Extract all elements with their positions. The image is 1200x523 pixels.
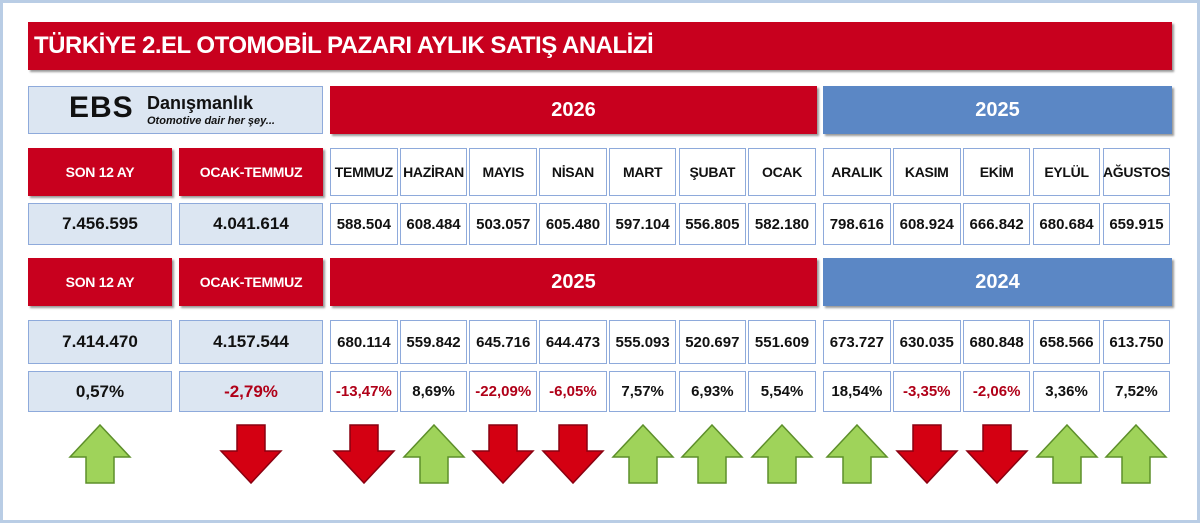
month-value: 680.848 [962, 320, 1031, 364]
month-value: 551.609 [748, 320, 816, 364]
month-change: 7,52% [1102, 371, 1171, 412]
month-header: MAYIS [469, 148, 538, 196]
month-header: MART [608, 148, 677, 196]
month-change: 6,93% [678, 371, 747, 412]
down-arrow [541, 424, 605, 485]
month-change: 7,57% [608, 371, 677, 412]
month-value: 608.484 [399, 203, 468, 245]
month-header: ŞUBAT [678, 148, 747, 196]
month-change: -22,09% [469, 371, 538, 412]
month-value: 658.566 [1032, 320, 1101, 364]
month-value: 520.697 [678, 320, 747, 364]
month-value: 666.842 [962, 203, 1031, 245]
month-value: 608.924 [892, 203, 961, 245]
summary-change: -2,79% [179, 371, 323, 412]
month-change: 18,54% [823, 371, 891, 412]
up-arrow [401, 423, 466, 484]
down-arrow [332, 424, 396, 485]
down-arrow [895, 424, 959, 485]
up-arrow [68, 423, 132, 484]
up-arrow [750, 423, 814, 484]
month-header: KASIM [892, 148, 961, 196]
month-value: 673.727 [823, 320, 891, 364]
month-value: 556.805 [678, 203, 747, 245]
month-value: 680.114 [330, 320, 398, 364]
title: TÜRKİYE 2.EL OTOMOBİL PAZARI AYLIK SATIŞ… [28, 22, 1172, 70]
logo: EBS Danışmanlık Otomotive dair her şey..… [28, 86, 323, 134]
month-value: 503.057 [469, 203, 538, 245]
month-value: 645.716 [469, 320, 538, 364]
month-value: 680.684 [1032, 203, 1101, 245]
down-arrow [219, 424, 283, 485]
up-arrow [680, 423, 745, 484]
month-value: 605.480 [539, 203, 607, 245]
month-header: TEMMUZ [330, 148, 398, 196]
month-value: 597.104 [608, 203, 677, 245]
month-value: 555.093 [608, 320, 677, 364]
month-header: EKİM [962, 148, 1031, 196]
year-header: 2026 [330, 86, 817, 134]
month-change: 5,54% [748, 371, 816, 412]
summary-header: OCAK-TEMMUZ [179, 148, 323, 196]
month-change: -2,06% [962, 371, 1031, 412]
summary-header: SON 12 AY [28, 258, 172, 306]
year-header: 2024 [823, 258, 1172, 306]
month-header: HAZİRAN [399, 148, 468, 196]
month-header: NİSAN [539, 148, 607, 196]
year-header: 2025 [330, 258, 817, 306]
month-change: -3,35% [892, 371, 961, 412]
down-arrow [471, 424, 535, 485]
month-change: -13,47% [330, 371, 398, 412]
logo-name: EBS [69, 91, 134, 124]
month-header: AĞUSTOS [1102, 148, 1171, 196]
up-arrow [610, 423, 675, 484]
up-arrow [825, 423, 889, 484]
up-arrow [1104, 423, 1169, 484]
month-header: OCAK [748, 148, 816, 196]
month-value: 588.504 [330, 203, 398, 245]
summary-header: OCAK-TEMMUZ [179, 258, 323, 306]
month-change: 3,36% [1032, 371, 1101, 412]
up-arrow [1034, 423, 1099, 484]
summary-change: 0,57% [28, 371, 172, 412]
year-header: 2025 [823, 86, 1172, 134]
month-value: 659.915 [1102, 203, 1171, 245]
logo-tagline: Otomotive dair her şey... [147, 115, 275, 127]
month-value: 559.842 [399, 320, 468, 364]
month-change: 8,69% [399, 371, 468, 412]
month-header: EYLÜL [1032, 148, 1101, 196]
month-value: 630.035 [892, 320, 961, 364]
month-change: -6,05% [539, 371, 607, 412]
summary-value: 7.414.470 [28, 320, 172, 364]
month-header: ARALIK [823, 148, 891, 196]
summary-value: 4.157.544 [179, 320, 323, 364]
month-value: 582.180 [748, 203, 816, 245]
summary-value: 4.041.614 [179, 203, 323, 245]
summary-header: SON 12 AY [28, 148, 172, 196]
summary-value: 7.456.595 [28, 203, 172, 245]
month-value: 644.473 [539, 320, 607, 364]
month-value: 798.616 [823, 203, 891, 245]
logo-suffix: Danışmanlık [147, 93, 254, 113]
month-value: 613.750 [1102, 320, 1171, 364]
down-arrow [964, 424, 1029, 485]
